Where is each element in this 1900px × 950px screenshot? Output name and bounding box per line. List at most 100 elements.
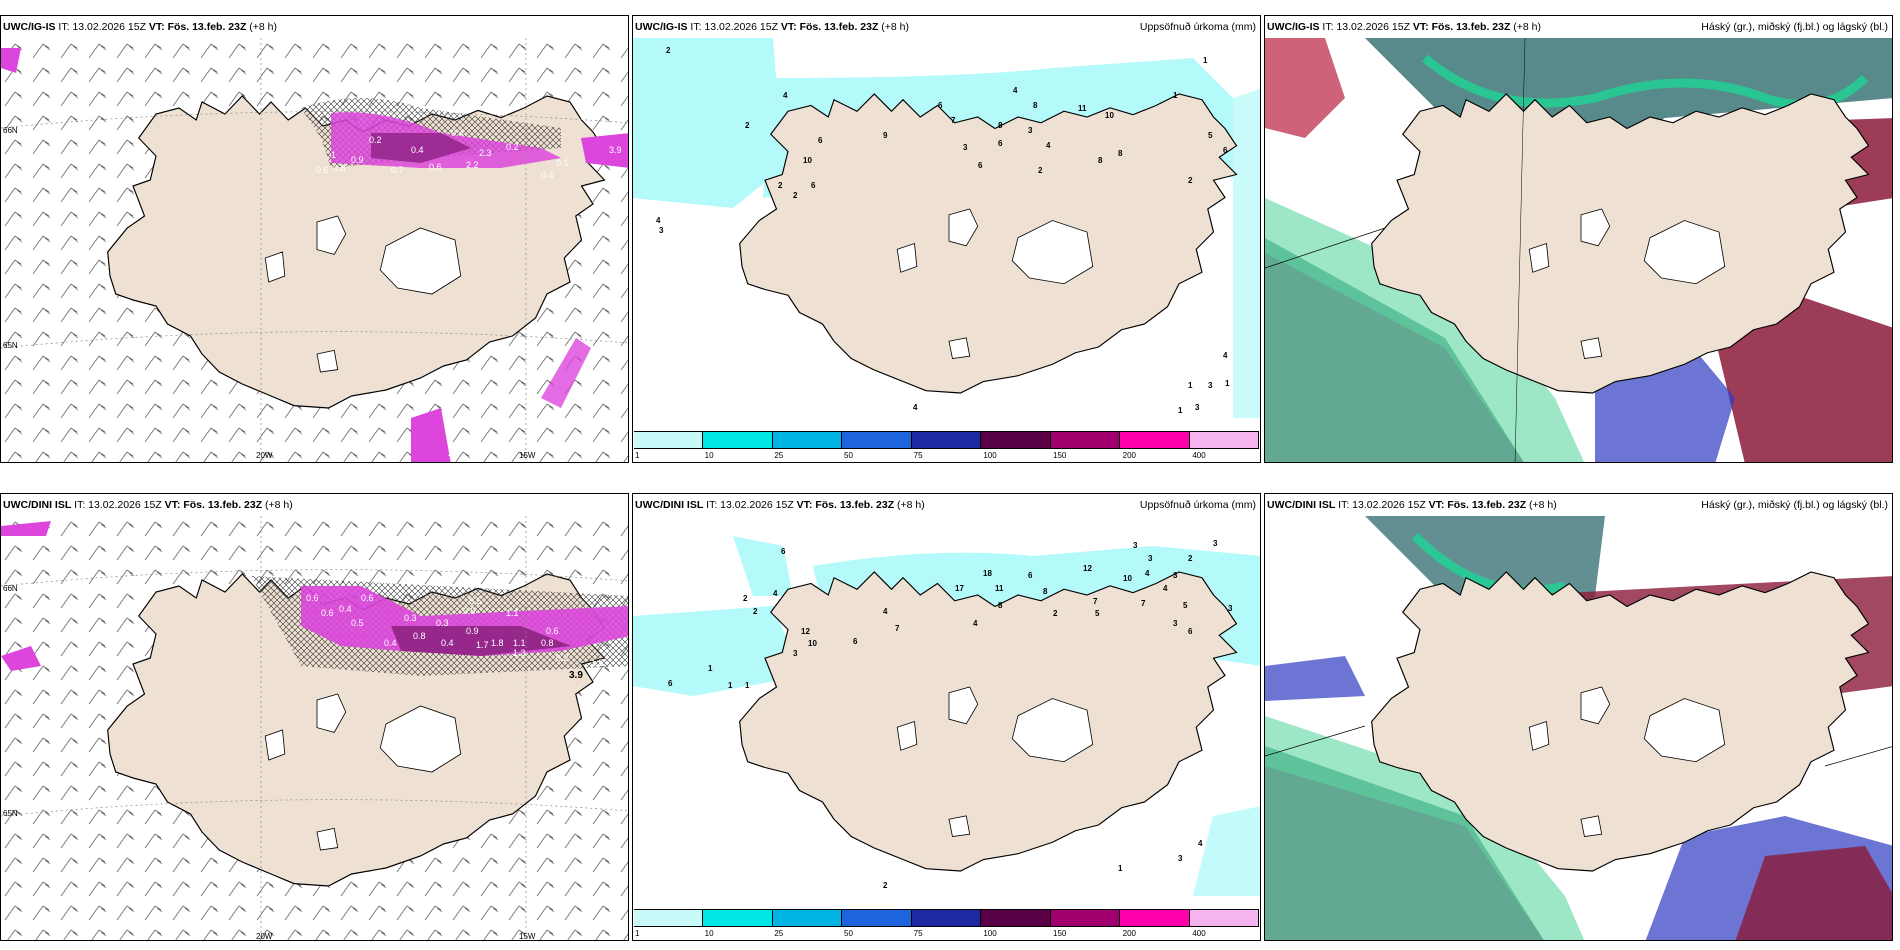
colorbar-tick-label: 75 [913,929,923,938]
precip-value: 6 [1028,571,1033,580]
colorbar-swatch [842,910,912,926]
precip-value: 4 [1198,839,1203,848]
colorbar-tick-label: 1 [635,451,640,460]
map-canvas [1265,516,1892,940]
snow-value: 0.1 [556,158,569,168]
valid-label: VT: [796,499,813,511]
colorbar-tick-label: 150 [1053,929,1067,938]
lead-time: (+8 h) [897,499,925,511]
snow-value: 0.9 [351,155,364,165]
map-panel-igis-clouds: UWC/IG-IS IT: 13.02.2026 15Z VT: Fös. 13… [1264,15,1893,463]
precip-value: 1 [1225,379,1230,388]
colorbar-ticks: 1 10 25 50 75 100 150 200 400 [634,928,1259,940]
precip-value: 9 [883,131,888,140]
valid-time: Fös. 13.feb. 23Z [815,499,895,511]
colorbar-tick-label: 10 [704,929,714,938]
precip-value: 3 [1228,604,1233,613]
colorbar-tick-label: 1 [635,929,640,938]
precip-value: 3 [1178,854,1183,863]
valid-time: Fös. 13.feb. 23Z [183,499,263,511]
snow-value: 0.6 [361,593,374,603]
precip-value: 4 [883,607,888,616]
snow-value: 0.2 [556,653,569,663]
precip-value: 17 [955,584,964,593]
map-panel-igis-snow: UWC/IG-IS IT: 13.02.2026 15Z VT: Fös. 13… [0,15,629,463]
colorbar-swatch [1189,910,1259,926]
snow-value: 1.1 [506,608,519,618]
snow-value: 2.2 [466,160,479,170]
precip-value: 10 [808,639,817,648]
precip-value: 4 [1046,141,1051,150]
colorbar-tick-label: 25 [774,451,784,460]
init-time: IT: 13.02.2026 15Z [1322,21,1410,33]
field-title: Uppsöfnuð úrkoma (mm) [1139,21,1256,33]
model-name: UWC/DINI ISL [635,499,704,511]
precip-value: 8 [998,121,1003,130]
colorbar-swatch [1050,910,1121,926]
panel-header: UWC/IG-IS IT: 13.02.2026 15Z VT: Fös. 13… [633,16,1260,38]
init-time: IT: 13.02.2026 15Z [1338,499,1426,511]
map-panel-igis-precip: UWC/IG-IS IT: 13.02.2026 15Z VT: Fös. 13… [632,15,1261,463]
colorbar-ticks: 1 10 25 50 75 100 150 200 400 [634,450,1259,462]
lead-time: (+8 h) [249,21,278,33]
precip-value: 7 [951,116,956,125]
snow-value: 1 [331,150,336,160]
colorbar-swatch [911,432,982,448]
colorbar-swatch [703,432,773,448]
snow-value: 0.3 [436,618,449,628]
colorbar-swatch [772,432,843,448]
precip-value: 2 [753,607,758,616]
lat-label: 66N [3,584,18,593]
colorbar-swatch [911,910,982,926]
colorbar-swatch [842,432,912,448]
precip-value: 7 [895,624,900,633]
precip-value: 1 [1118,864,1123,873]
model-name: UWC/IG-IS [1267,21,1320,33]
colorbar-tick-label: 50 [844,451,853,460]
precip-value: 8 [1033,101,1038,110]
snow-value: 0.2 [369,135,382,145]
precip-value: 2 [1053,609,1058,618]
precip-value: 18 [983,569,992,578]
snow-value: 0.6 [546,626,559,636]
precip-value: 11 [1078,104,1087,113]
snow-value: 2.7 [448,448,461,458]
precip-value: 3 [1195,403,1200,412]
lead-time: (+8 h) [1529,499,1557,511]
init-time: IT: 13.02.2026 15Z [690,21,778,33]
precip-value: 1 [1173,91,1178,100]
snow-value: 1.3 [513,648,526,658]
precip-value: 1 [1178,406,1183,415]
colorbar-swatch [1120,910,1190,926]
precip-value: 6 [998,139,1003,148]
colorbar-swatch [1120,432,1190,448]
precip-value: 10 [1123,574,1132,583]
lat-label: 65N [3,341,18,350]
precip-value: 1 [1188,381,1193,390]
colorbar-tick-label: 200 [1122,929,1137,938]
colorbar-tick-label: 10 [704,451,714,460]
snow-value: 0.4 [411,145,424,155]
snow-value: 0.8 [333,163,346,173]
valid-label: VT: [164,499,181,511]
precip-value: 4 [1145,569,1150,578]
snow-value: 0.6 [429,162,442,172]
precip-value: 5 [1208,131,1213,140]
colorbar-tick-label: 150 [1053,451,1067,460]
precip-value: 4 [1163,584,1168,593]
map-panel-dini-clouds: UWC/DINI ISL IT: 13.02.2026 15Z VT: Fös.… [1264,493,1893,941]
precip-value: 1 [745,681,750,690]
lead-time: (+8 h) [265,499,293,511]
map-canvas: 0.6 0.6 0.4 0.6 0.9 0.5 0.4 0.3 0.8 0.3 … [1,516,628,940]
precip-value: 3 [1173,571,1178,580]
precip-value: 12 [1083,564,1092,573]
precip-value: 6 [818,136,823,145]
valid-time: Fös. 13.feb. 23Z [167,21,247,33]
colorbar-tick-label: 100 [983,451,997,460]
snow-value: 1.8 [491,638,504,648]
colorbar-swatch [1050,432,1121,448]
colorbar-tick-label: 400 [1192,929,1206,938]
colorbar-tick-label: 200 [1122,451,1137,460]
panel-header: UWC/IG-IS IT: 13.02.2026 15Z VT: Fös. 13… [1,16,628,38]
map-canvas: 0.6 0.8 0.9 0.7 0.4 0.6 2.2 0.2 0.4 0.1 … [1,38,628,462]
